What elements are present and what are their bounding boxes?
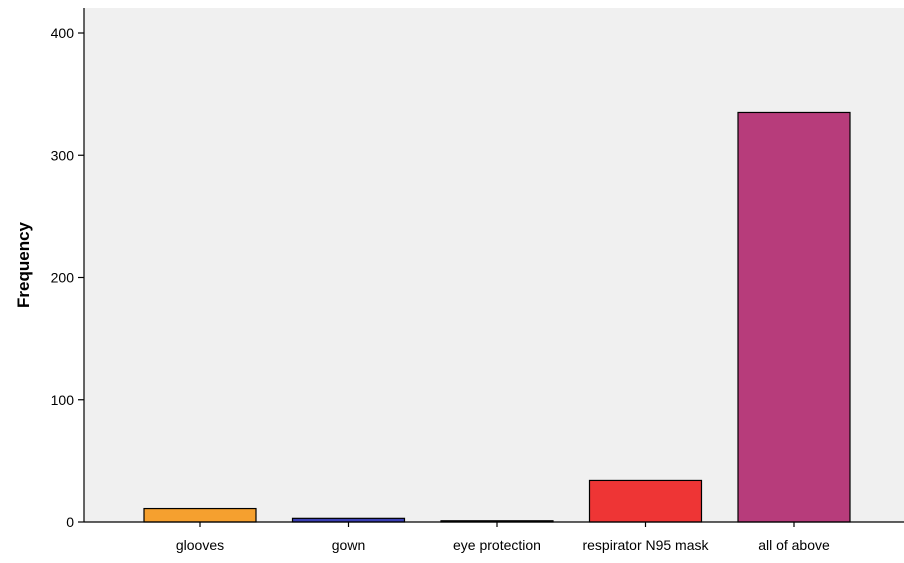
bar-glooves [143, 507, 257, 523]
y-tick-label: 200 [51, 270, 75, 286]
x-tick-label: eye protection [453, 537, 541, 553]
x-tick-label: gown [332, 537, 365, 553]
y-axis-label: Frequency [14, 221, 33, 308]
x-tick-label: glooves [176, 537, 224, 553]
y-ticks-layer: 0 100 200 300 400 [51, 25, 84, 530]
x-tick-label: respirator N95 mask [582, 537, 709, 553]
x-ticks-layer: glooves gown eye protection respirator N95 … [176, 522, 830, 553]
bar-respirator-n95-mask [588, 479, 703, 523]
y-tick-label: 0 [66, 514, 74, 530]
y-tick-label: 300 [51, 147, 75, 163]
bars-layer [143, 111, 851, 523]
bar-all-of-above [737, 111, 851, 523]
y-tick-label: 100 [51, 392, 75, 408]
y-tick-label: 400 [51, 25, 75, 41]
x-tick-label: all of above [758, 537, 830, 553]
